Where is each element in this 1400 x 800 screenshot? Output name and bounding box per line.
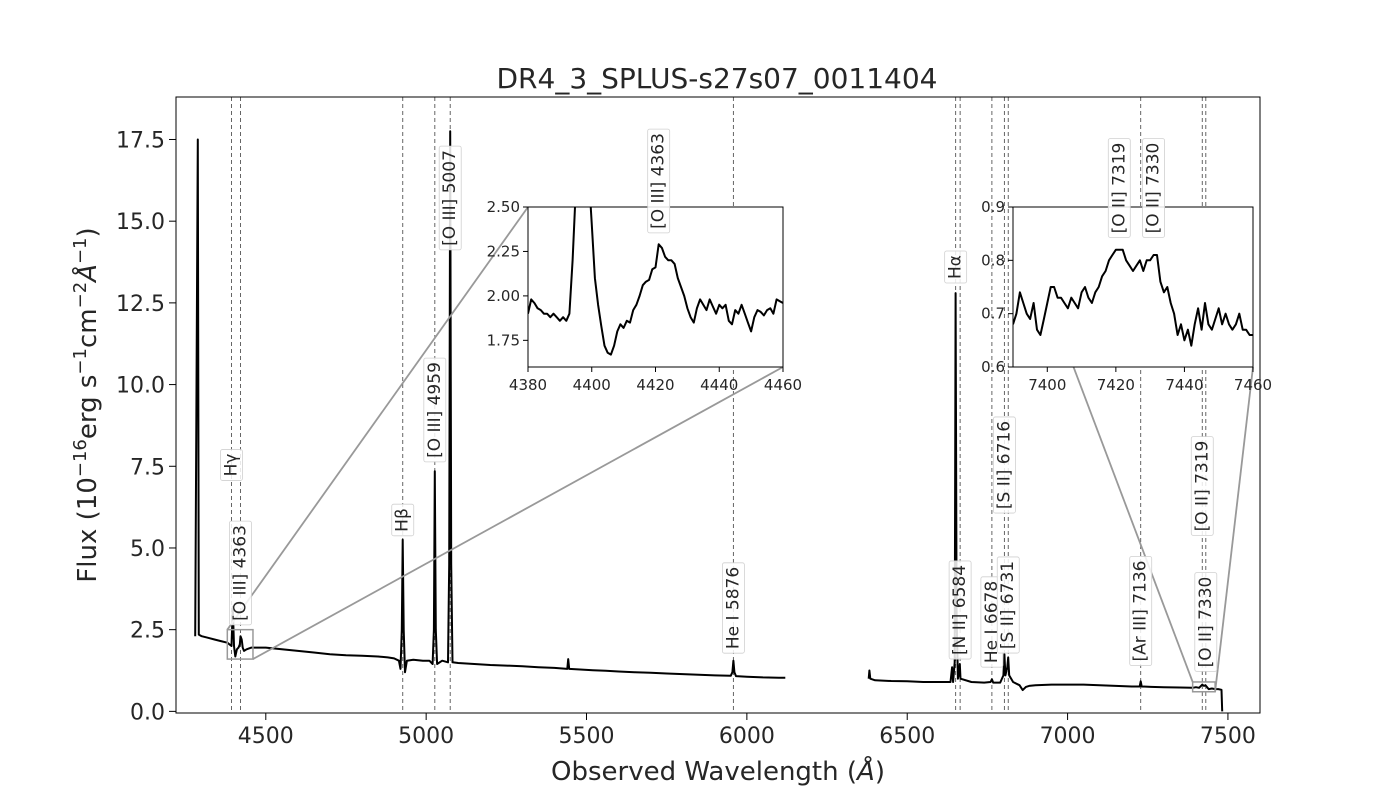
inset-line-label: [O II] 7319 [1107,138,1131,238]
svg-text:Hγ: Hγ [221,454,241,477]
svg-text:[S II] 6731: [S II] 6731 [998,561,1018,649]
inset-line-label: [O II] 7330 [1142,138,1165,238]
emission-line-labels: Hγ [O III] 4363 Hβ [O III] 4959 [O III] 5007… [220,145,1218,672]
emission-line-label: [S II] 6716 [992,416,1016,514]
emission-line-label: [O III] 4363 [229,520,252,626]
chart-title: DR4_3_SPLUS-s27s07_0011404 [496,62,937,95]
y-tick-label: 17.5 [116,128,165,153]
x-tick-label: 7500 [1200,724,1256,749]
svg-text:[Ar III] 7136: [Ar III] 7136 [1131,561,1151,662]
x-tick-label: 7000 [1040,724,1096,749]
x-tick-label: 4500 [238,724,294,749]
svg-text:He I 5876: He I 5876 [723,567,743,649]
x-tick-label: 5000 [398,724,454,749]
svg-text:[O III] 4363: [O III] 4363 [649,133,669,229]
zoom-connector-line [226,206,529,631]
emission-line-label: [O III] 5007 [438,145,462,251]
emission-line-label: He I 5876 [721,562,745,654]
main-axes-ticks: 4500 5000 5500 6000 6500 7000 7500 0.0 2.5 5.0 7.5… [116,128,1256,749]
inset-oiii-4363: 4380 4400 4420 4440 4460 1.75 2.00 2.25 2.50 [O I… [487,128,802,394]
zoom-connector-line [252,366,784,660]
inset-x-tick-label: 7440 [1165,376,1203,394]
y-tick-label: 10.0 [116,374,165,399]
inset-y-tick-label: 2.00 [487,287,520,305]
emission-line-markers [231,97,1207,713]
spectrum-line [867,292,1224,712]
inset-frame [1012,206,1254,368]
inset-x-tick-label: 7400 [1028,376,1066,394]
zoom-connector-line [1214,366,1254,692]
x-tick-label: 5500 [559,724,615,749]
emission-line-label: [O II] 7330 [1194,572,1218,672]
inset-x-tick-label: 4460 [764,376,802,394]
svg-text:Hβ: Hβ [393,508,413,532]
inset-x-tick-label: 7460 [1234,376,1272,394]
y-tick-label: 0.0 [130,700,165,725]
inset-oii-7319-7330: 7400 7420 7440 7460 0.6 0.7 0.8 0.9 [O II] 7319 [… [981,138,1272,394]
inset-line-label: [O III] 4363 [647,128,671,234]
inset-y-tick-label: 2.50 [487,198,520,216]
main-plot-area [194,130,1224,712]
inset-background [1013,207,1253,367]
y-tick-label: 7.5 [130,455,165,480]
emission-line-label: Hβ [391,503,415,537]
svg-text:[O III] 4363: [O III] 4363 [230,525,250,621]
emission-line-label: [Ar III] 7136 [1129,556,1153,666]
inset-x-tick-label: 4440 [700,376,738,394]
svg-text:Hα: Hα [946,255,966,279]
svg-text:[O II] 7319: [O II] 7319 [1192,441,1212,532]
zoom-connectors [226,206,1254,693]
inset-x-tick-label: 4400 [573,376,611,394]
svg-text:[O II] 7319: [O II] 7319 [1109,143,1129,234]
svg-text:[O II] 7330: [O II] 7330 [1196,577,1216,668]
y-axis-label: Flux (10−16erg s−1cm−2Å−1) [70,227,103,582]
inset-y-tick-label: 0.9 [981,198,1005,216]
emission-line-label: [S II] 6731 [996,556,1020,654]
inset-y-tick-label: 0.8 [981,251,1005,269]
svg-text:[O III] 5007: [O III] 5007 [440,150,460,246]
emission-line-label: [N II] 6584 [948,560,972,660]
y-tick-label: 2.5 [130,619,165,644]
y-tick-label: 5.0 [130,537,165,562]
emission-line-label: [O II] 7319 [1190,436,1214,536]
inset-y-tick-label: 2.25 [487,242,520,260]
svg-text:[S II] 6716: [S II] 6716 [994,421,1014,509]
inset-y-tick-label: 0.7 [981,305,1005,323]
svg-text:[O III] 4959: [O III] 4959 [425,362,445,458]
inset-y-tick-label: 0.6 [981,358,1005,376]
x-tick-label: 6000 [719,724,775,749]
svg-text:[N II] 6584: [N II] 6584 [950,565,970,655]
emission-line-label: Hγ [220,449,243,481]
spectrum-line [194,130,786,679]
inset-spectrum-line [1013,248,1253,347]
inset-x-tick-label: 4380 [509,376,547,394]
y-tick-label: 15.0 [116,210,165,235]
inset-y-tick-label: 1.75 [487,331,520,349]
x-axis-label: Observed Wavelength (Å) [551,755,885,787]
inset-spectrum-line [528,207,783,356]
emission-line-label: Hα [944,250,968,284]
y-tick-label: 12.5 [116,292,165,317]
emission-line-label: [O III] 4959 [423,357,447,463]
x-tick-label: 6500 [879,724,935,749]
zoom-region [226,628,254,660]
inset-x-tick-label: 4420 [636,376,674,394]
main-axes-frame [175,96,1261,714]
svg-text:[O II] 7330: [O II] 7330 [1144,143,1164,234]
inset-x-tick-label: 7420 [1097,376,1135,394]
